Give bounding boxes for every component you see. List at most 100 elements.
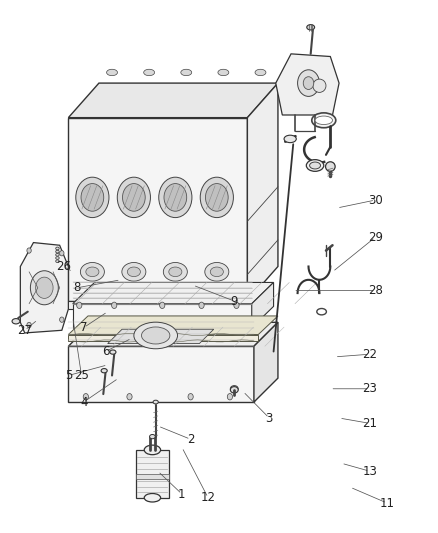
Circle shape — [188, 393, 193, 400]
Text: 30: 30 — [368, 193, 383, 207]
Text: 5: 5 — [65, 369, 72, 382]
Ellipse shape — [310, 162, 321, 169]
Ellipse shape — [12, 319, 20, 324]
Polygon shape — [68, 322, 278, 346]
Polygon shape — [136, 450, 169, 498]
Text: 2: 2 — [187, 433, 194, 446]
Polygon shape — [20, 243, 68, 333]
Text: 28: 28 — [368, 284, 383, 297]
Text: 26: 26 — [57, 260, 71, 273]
Ellipse shape — [153, 400, 158, 404]
Ellipse shape — [169, 267, 182, 277]
Polygon shape — [64, 301, 252, 309]
Circle shape — [77, 302, 82, 309]
Circle shape — [159, 177, 192, 217]
Text: 25: 25 — [74, 369, 89, 382]
Ellipse shape — [210, 267, 223, 277]
Ellipse shape — [56, 257, 59, 260]
Ellipse shape — [144, 494, 161, 502]
Ellipse shape — [163, 263, 187, 281]
Circle shape — [227, 393, 233, 400]
Text: 9: 9 — [230, 295, 238, 308]
Ellipse shape — [205, 263, 229, 281]
Circle shape — [297, 70, 319, 96]
Ellipse shape — [284, 135, 296, 143]
Ellipse shape — [122, 263, 146, 281]
Text: 7: 7 — [80, 321, 88, 334]
Text: 27: 27 — [17, 324, 32, 337]
Polygon shape — [68, 316, 278, 335]
Polygon shape — [68, 83, 278, 118]
Ellipse shape — [110, 350, 116, 354]
Text: 6: 6 — [102, 345, 109, 358]
Ellipse shape — [230, 385, 238, 392]
Circle shape — [127, 393, 132, 400]
Circle shape — [35, 277, 53, 298]
Circle shape — [200, 177, 233, 217]
Ellipse shape — [127, 267, 141, 277]
Ellipse shape — [315, 116, 332, 125]
Polygon shape — [254, 322, 278, 402]
Ellipse shape — [317, 309, 326, 315]
Ellipse shape — [101, 368, 107, 373]
Text: 29: 29 — [368, 231, 383, 244]
Polygon shape — [68, 335, 258, 341]
Text: 22: 22 — [362, 348, 377, 361]
Polygon shape — [108, 329, 214, 344]
Text: 4: 4 — [80, 395, 88, 409]
Circle shape — [27, 248, 31, 253]
Circle shape — [60, 251, 64, 256]
Ellipse shape — [312, 113, 336, 128]
Circle shape — [303, 77, 314, 90]
Circle shape — [76, 177, 109, 217]
Circle shape — [234, 302, 239, 309]
Text: 3: 3 — [265, 411, 273, 424]
Circle shape — [60, 317, 64, 322]
Ellipse shape — [56, 254, 59, 256]
Ellipse shape — [56, 260, 59, 263]
Text: 11: 11 — [380, 497, 395, 510]
Text: 8: 8 — [74, 281, 81, 294]
Ellipse shape — [144, 445, 161, 455]
Circle shape — [30, 271, 58, 305]
Ellipse shape — [150, 434, 155, 439]
Circle shape — [205, 183, 228, 211]
Text: 21: 21 — [362, 417, 377, 430]
Ellipse shape — [313, 79, 326, 92]
Polygon shape — [276, 54, 339, 115]
Circle shape — [81, 183, 104, 211]
Ellipse shape — [106, 69, 117, 76]
Polygon shape — [247, 83, 278, 301]
Circle shape — [27, 322, 31, 328]
Ellipse shape — [56, 251, 59, 253]
Ellipse shape — [134, 322, 177, 349]
Polygon shape — [252, 282, 274, 328]
Ellipse shape — [81, 263, 104, 281]
Text: 12: 12 — [201, 491, 215, 504]
Polygon shape — [136, 474, 169, 479]
Ellipse shape — [56, 247, 59, 250]
Circle shape — [123, 183, 145, 211]
Circle shape — [159, 302, 165, 309]
Ellipse shape — [307, 25, 314, 30]
Ellipse shape — [144, 69, 155, 76]
Circle shape — [164, 183, 187, 211]
Circle shape — [199, 302, 204, 309]
Circle shape — [83, 393, 88, 400]
Polygon shape — [73, 304, 252, 328]
Circle shape — [112, 302, 117, 309]
Polygon shape — [73, 282, 274, 304]
Circle shape — [117, 177, 150, 217]
Ellipse shape — [325, 162, 335, 171]
Ellipse shape — [218, 69, 229, 76]
Text: 23: 23 — [362, 382, 377, 395]
Ellipse shape — [141, 327, 170, 344]
Ellipse shape — [181, 69, 192, 76]
Ellipse shape — [306, 160, 324, 171]
Ellipse shape — [86, 267, 99, 277]
Polygon shape — [68, 118, 247, 301]
Text: 1: 1 — [178, 488, 186, 500]
Polygon shape — [68, 346, 254, 402]
Text: 13: 13 — [362, 465, 377, 478]
Ellipse shape — [230, 386, 238, 393]
